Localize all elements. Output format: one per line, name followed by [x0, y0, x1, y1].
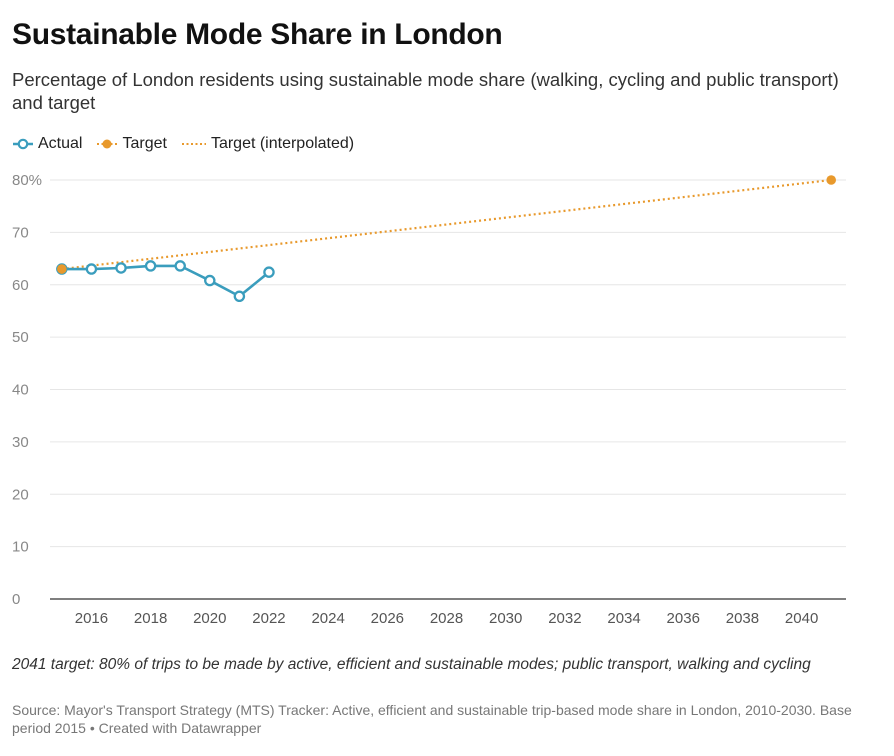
actual-point: [85, 263, 98, 275]
actual-point: [174, 260, 186, 272]
y-tick-label: 60: [12, 277, 29, 294]
y-tick-label: 50: [12, 329, 29, 346]
x-tick-label: 2040: [785, 610, 818, 627]
chart-source: Source: Mayor's Transport Strategy (MTS)…: [12, 702, 852, 736]
y-tick-label: 30: [12, 434, 29, 451]
y-tick-label: 0: [12, 591, 20, 608]
x-tick-label: 2028: [430, 610, 463, 627]
y-tick-label: 70: [12, 224, 29, 241]
x-tick-label: 2032: [548, 610, 581, 627]
x-tick-label: 2018: [134, 610, 167, 627]
actual-point: [204, 274, 216, 287]
legend-item-target-interpolated[interactable]: Target (interpolated): [181, 135, 354, 153]
legend-label-target-interpolated: Target (interpolated): [210, 135, 355, 152]
target-interpolated-line: [61, 178, 832, 271]
dot-icon: [97, 139, 118, 149]
legend-item-actual[interactable]: Actual: [12, 135, 82, 153]
x-tick-label: 2026: [371, 610, 404, 627]
legend-item-target[interactable]: Target: [96, 135, 167, 153]
y-tick-label: 10: [12, 539, 29, 556]
target-point: [826, 175, 837, 185]
line-circle-icon: [13, 138, 33, 150]
actual-point: [144, 260, 157, 272]
legend-label-target: Target: [122, 135, 167, 152]
actual-point: [115, 262, 127, 274]
x-tick-label: 2030: [489, 610, 522, 627]
legend: Actual Target Target (interpolated): [12, 133, 368, 155]
chart-notes: 2041 target: 80% of trips to be made by …: [12, 656, 811, 673]
x-tick-label: 2024: [311, 610, 344, 627]
x-tick-label: 2036: [667, 610, 700, 627]
chart-title: Sustainable Mode Share in London: [12, 18, 503, 51]
y-tick-label: 40: [12, 382, 29, 399]
x-tick-label: 2020: [193, 610, 226, 627]
x-tick-label: 2022: [252, 610, 285, 627]
actual-point: [263, 266, 275, 278]
x-tick-label: 2016: [75, 610, 108, 627]
dotted-line-icon: [181, 143, 206, 145]
y-tick-label: 20: [12, 486, 29, 503]
y-tick-label: 80%: [12, 172, 42, 189]
legend-label-actual: Actual: [38, 135, 83, 152]
chart-subtitle: Percentage of London residents using sus…: [12, 69, 839, 113]
target-point: [57, 264, 67, 274]
actual-point: [233, 290, 246, 303]
x-tick-label: 2034: [607, 610, 640, 627]
x-tick-label: 2038: [726, 610, 759, 627]
